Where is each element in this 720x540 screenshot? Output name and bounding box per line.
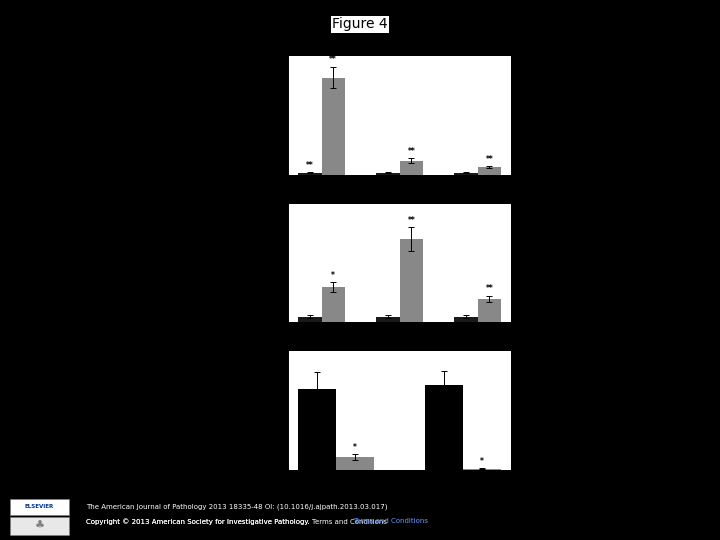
Bar [463, 469, 501, 470]
Text: ELSEVIER: ELSEVIER [25, 504, 54, 509]
Bar [400, 161, 423, 175]
Bar [336, 457, 374, 470]
Y-axis label: Relative Gene Expression: Relative Gene Expression [258, 214, 267, 312]
Text: *: * [480, 457, 484, 465]
Text: A: A [239, 46, 252, 64]
Bar [425, 385, 463, 470]
Text: Figure 4: Figure 4 [332, 17, 388, 31]
Text: **: ** [485, 285, 493, 293]
Text: B: B [239, 194, 251, 212]
Bar [11, 517, 69, 535]
Bar [400, 239, 423, 322]
Y-axis label: Relative Gene Expression: Relative Gene Expression [256, 362, 265, 460]
Bar [376, 316, 400, 322]
Text: ♣: ♣ [35, 521, 45, 531]
Bar [454, 173, 477, 175]
Text: Copyright © 2013 American Society for Investigative Pathology.: Copyright © 2013 American Society for In… [86, 518, 312, 525]
Text: Copyright © 2013 American Society for Investigative Pathology. Terms and Conditi: Copyright © 2013 American Society for In… [86, 518, 387, 525]
Bar [322, 287, 345, 322]
Bar [376, 173, 400, 175]
Bar [298, 316, 322, 322]
Bar [454, 316, 477, 322]
Bar [11, 499, 69, 515]
Y-axis label: Relative Gene Expression: Relative Gene Expression [258, 66, 267, 164]
Text: C: C [239, 342, 251, 360]
Bar [322, 78, 345, 175]
Bar [477, 299, 501, 322]
Text: **: ** [329, 56, 337, 64]
Text: **: ** [485, 155, 493, 164]
Bar [477, 167, 501, 175]
Text: The American Journal of Pathology 2013 18335-48 OI: (10.1016/j.ajpath.2013.03.01: The American Journal of Pathology 2013 1… [86, 503, 388, 510]
Text: *: * [354, 442, 357, 451]
Text: **: ** [408, 216, 415, 225]
Bar [298, 173, 322, 175]
Text: *: * [331, 271, 336, 280]
Text: **: ** [408, 147, 415, 156]
Text: Terms and Conditions: Terms and Conditions [353, 518, 428, 524]
Bar [298, 389, 336, 470]
Text: **: ** [306, 160, 314, 170]
